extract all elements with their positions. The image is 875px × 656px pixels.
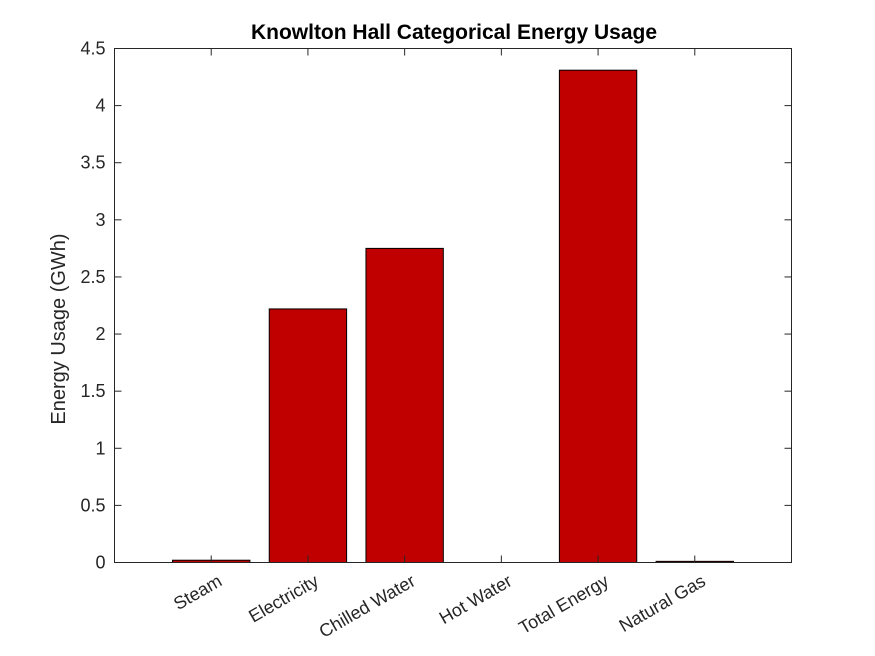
- bars-group: [172, 69, 734, 564]
- bar-total-energy: [558, 69, 638, 564]
- y-tick-label: 0.5: [80, 495, 105, 515]
- x-tick-label: Natural Gas: [616, 571, 709, 636]
- x-tick-label: Hot Water: [436, 571, 516, 629]
- y-tick-label: 3: [95, 210, 105, 230]
- axes-group: [114, 48, 792, 563]
- x-tick-label: Steam: [170, 571, 225, 614]
- y-tick-label: 1: [95, 438, 105, 458]
- y-ticks-group: 0 0.5 1 1.5 2 2.5 3 3.5 4 4.5: [80, 39, 792, 573]
- x-tick-label: Chilled Water: [316, 571, 419, 642]
- y-tick-label: 4: [95, 96, 105, 116]
- plot-area-box: [114, 48, 792, 563]
- y-tick-label: 2.5: [80, 267, 105, 287]
- chart-title: Knowlton Hall Categorical Energy Usage: [251, 21, 657, 44]
- x-tick-label: Electricity: [245, 571, 322, 627]
- y-tick-label: 4.5: [80, 39, 105, 59]
- y-tick-label: 2: [95, 324, 105, 344]
- y-tick-label: 3.5: [80, 153, 105, 173]
- y-tick-label: 1.5: [80, 381, 105, 401]
- y-axis-label: Energy Usage (GWh): [48, 233, 70, 424]
- x-tick-label: Total Energy: [515, 571, 612, 638]
- bar-electricity: [268, 308, 348, 563]
- y-tick-label: 0: [95, 553, 105, 573]
- bar-chilled-water: [365, 247, 444, 563]
